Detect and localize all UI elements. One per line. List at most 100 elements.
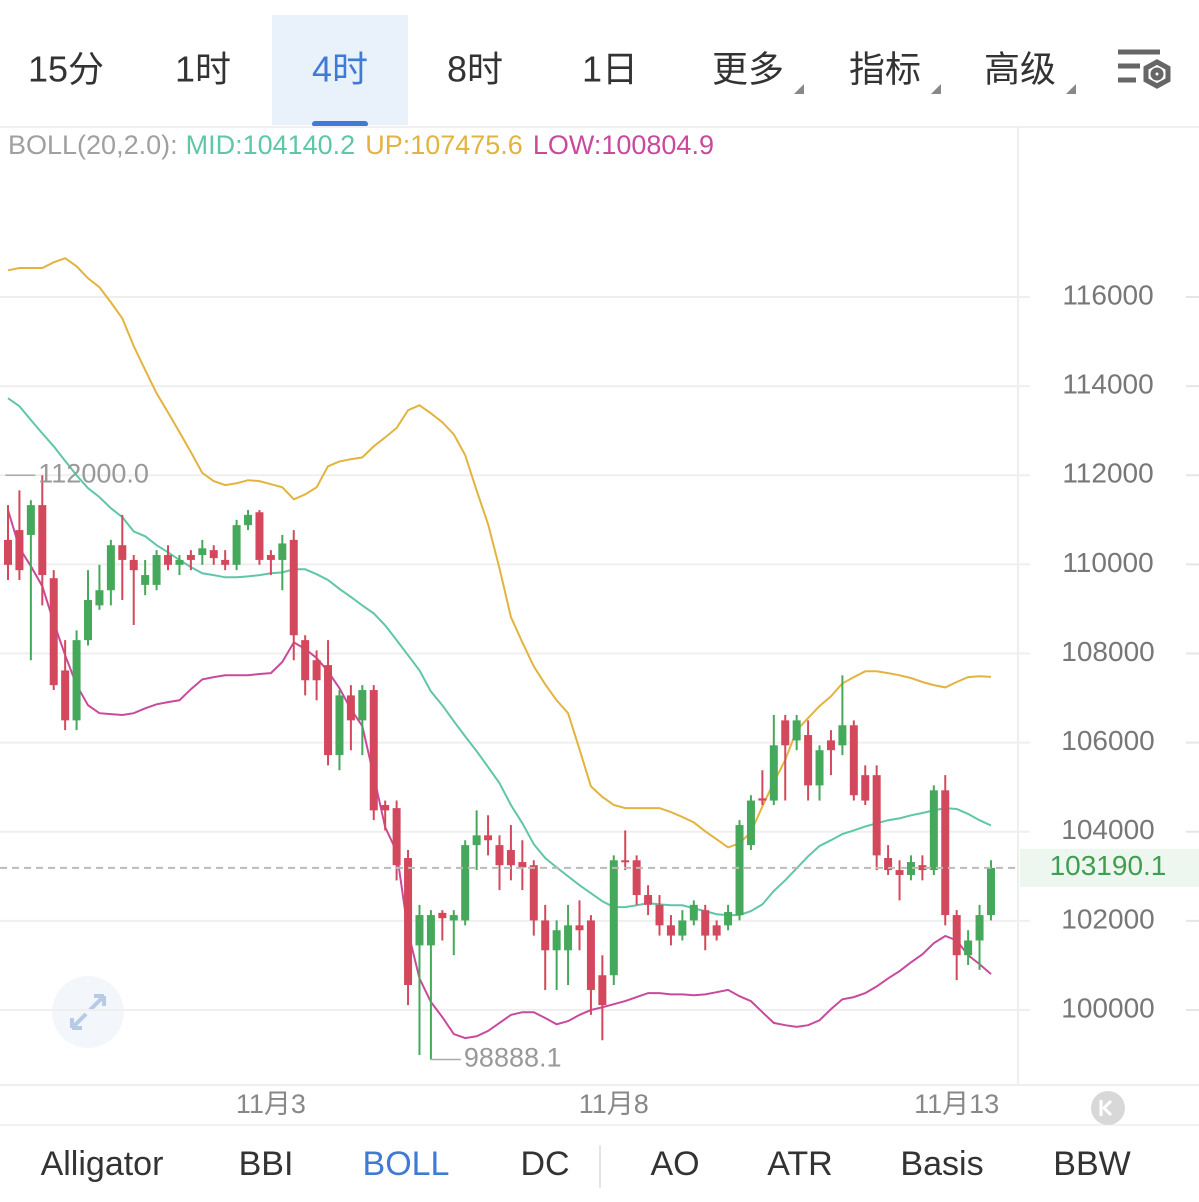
candle-body [918, 865, 927, 871]
dropdown-triangle [1066, 84, 1076, 94]
candle-body [678, 920, 687, 936]
candle-body [838, 725, 847, 746]
candle-body [95, 590, 104, 606]
x-tick-label: 11月3 [236, 1089, 306, 1119]
menu-tab[interactable]: 高级 [984, 49, 1056, 90]
y-tick-label: 108000 [1061, 636, 1154, 667]
scroll-to-start-button[interactable] [1091, 1091, 1125, 1125]
candle-body [221, 559, 230, 565]
candle-body [929, 790, 938, 871]
candle-body [438, 912, 447, 919]
menu-tab[interactable]: 更多 [712, 49, 784, 90]
active-tab-underline [312, 121, 368, 127]
candle-body [952, 915, 961, 956]
candle-body [392, 808, 401, 866]
candle-body [495, 845, 504, 866]
menu-tab[interactable]: 指标 [849, 49, 921, 90]
candle-body [655, 904, 664, 926]
candle-body [369, 690, 378, 811]
timeframe-tab[interactable]: 15分 [28, 49, 104, 90]
candle-body [4, 539, 12, 565]
candle-body [769, 745, 778, 801]
candle-body [461, 845, 470, 921]
candle-body [609, 860, 618, 976]
candle-body [701, 910, 710, 936]
active-tab-bg [272, 15, 408, 125]
last-price-label: 103190.1 [1050, 850, 1167, 881]
y-tick-label: 112000 [1062, 458, 1153, 489]
max-marker-label: 112000.0 [38, 458, 149, 488]
candle-body [529, 865, 538, 921]
candle-body [632, 860, 641, 896]
candle-body [278, 543, 287, 560]
candle-body [712, 925, 721, 936]
candle-body [861, 775, 870, 801]
candle-body [621, 860, 630, 863]
candle-body [826, 740, 835, 751]
x-tick-label: 11月8 [579, 1089, 649, 1119]
candle-body [872, 775, 881, 856]
candle-body [255, 512, 264, 560]
candle-body [15, 530, 24, 571]
candle-body [346, 695, 355, 721]
legend-entry: MID:104140.2 [186, 130, 356, 160]
candle-body [758, 798, 767, 801]
candle-body [941, 790, 950, 916]
x-tick-label: 11月13 [914, 1089, 999, 1119]
candle-body [884, 858, 893, 871]
fullscreen-button[interactable] [52, 976, 124, 1048]
candle-body [141, 575, 150, 585]
y-tick-label: 104000 [1061, 814, 1154, 845]
candle-body [575, 925, 584, 931]
indicator-tab[interactable]: Basis [900, 1145, 983, 1183]
candle-body [506, 850, 515, 866]
band-line [7, 257, 992, 849]
chart: 100000 102000 104000 106000 108000 110000 1120… [0, 130, 1199, 1119]
indicator-tab[interactable]: BBW [1053, 1145, 1130, 1183]
indicator-tab[interactable]: BBI [239, 1145, 294, 1183]
candle-body [301, 640, 310, 681]
timeframe-tab[interactable]: 8时 [447, 49, 503, 90]
candle-body [129, 559, 138, 571]
candle-body [986, 867, 995, 916]
candle-body [598, 975, 607, 1006]
candle-body [312, 660, 321, 681]
timeframe-tab[interactable]: 1日 [582, 49, 638, 90]
candle-body [792, 720, 801, 741]
candle-body [232, 525, 241, 565]
band-line [7, 397, 992, 917]
candle-body [689, 904, 698, 921]
candle-body [964, 940, 973, 956]
candle-body [38, 505, 47, 576]
indicator-tab[interactable]: ATR [767, 1145, 832, 1183]
settings-icon[interactable] [1118, 49, 1171, 89]
indicator-tab[interactable]: DC [520, 1145, 569, 1183]
candle-body [72, 640, 81, 721]
candle-body [449, 915, 458, 921]
candle-body [415, 915, 424, 946]
indicator-tab[interactable]: BOLL [363, 1145, 450, 1183]
indicator-bar: Alligator BBI BOLL DC AO ATR Basis BBW [41, 1145, 1131, 1183]
candle-body [484, 835, 493, 841]
indicator-tab[interactable]: AO [650, 1145, 699, 1183]
indicator-legend: BOLL(20,2.0): MID:104140.2 UP:107475.6 LOW:… [8, 130, 714, 160]
candle-body [61, 670, 70, 721]
y-tick-label: 106000 [1061, 725, 1154, 756]
candle-body [906, 862, 915, 875]
candle-body [118, 545, 127, 560]
timeframe-tab[interactable]: 1时 [175, 49, 231, 90]
candle-body [975, 915, 984, 941]
tab-bar: 15分 1时 4时 8时 1日 更多 指标 高级 [28, 49, 1076, 94]
candle-body [895, 870, 904, 875]
candle-body [735, 825, 744, 916]
timeframe-tab[interactable]: 4时 [312, 49, 368, 90]
candle-body [209, 550, 218, 559]
candle-body [472, 835, 481, 846]
y-tick-label: 116000 [1062, 279, 1153, 310]
candle-body [152, 555, 161, 585]
candle-body [335, 695, 344, 756]
indicator-tab[interactable]: Alligator [41, 1145, 164, 1183]
candle-body [244, 514, 253, 526]
candle-body [266, 555, 275, 560]
